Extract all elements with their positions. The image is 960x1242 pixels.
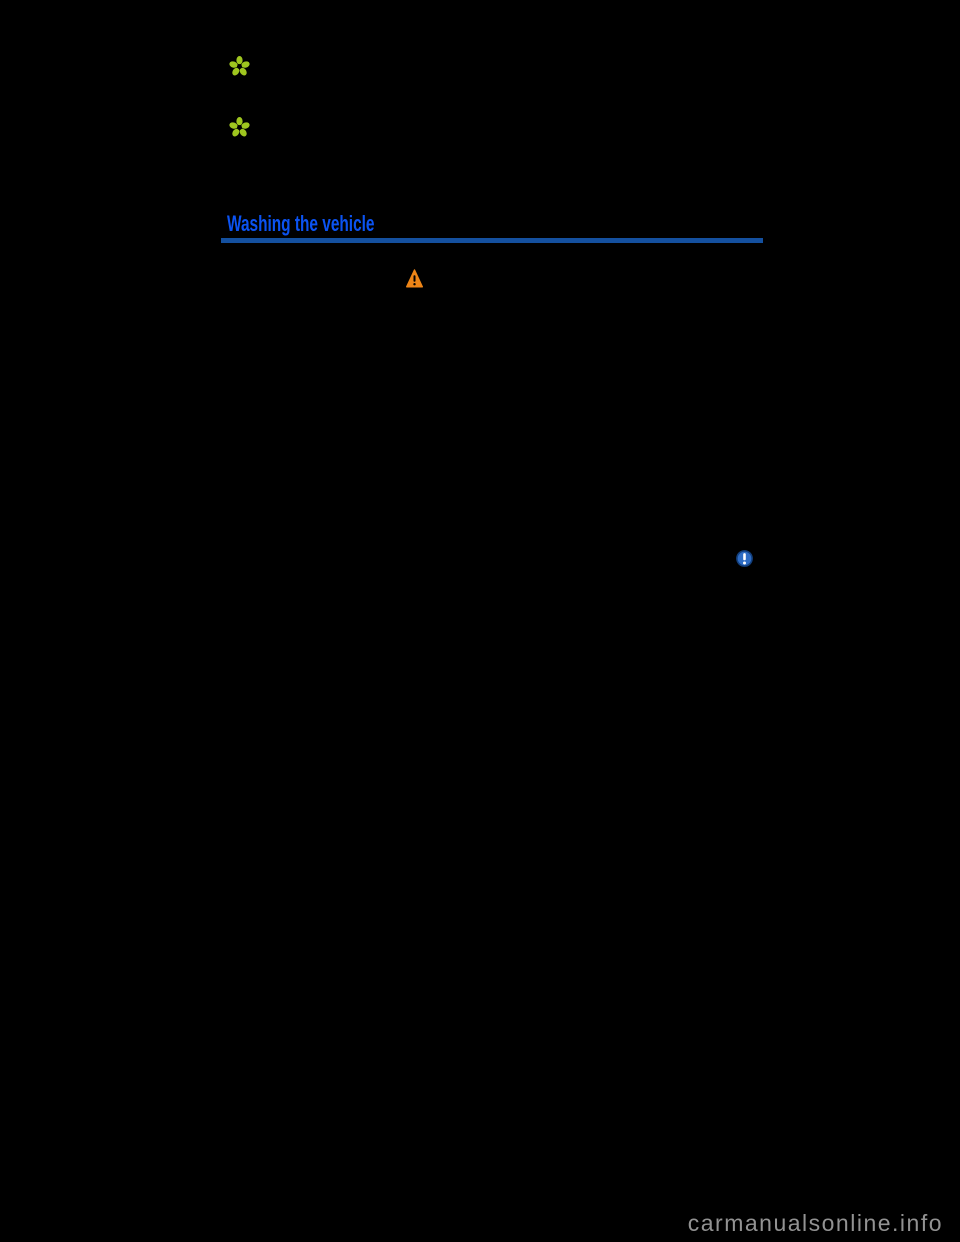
warning-triangle-icon	[406, 269, 423, 288]
watermark-text: carmanualsonline.info	[687, 1210, 943, 1236]
section-heading: Washing the vehicle	[227, 211, 375, 236]
flower-icon	[229, 56, 250, 76]
section-heading-rule	[221, 238, 763, 243]
important-circle-icon	[736, 550, 753, 567]
flower-icon	[229, 117, 250, 137]
